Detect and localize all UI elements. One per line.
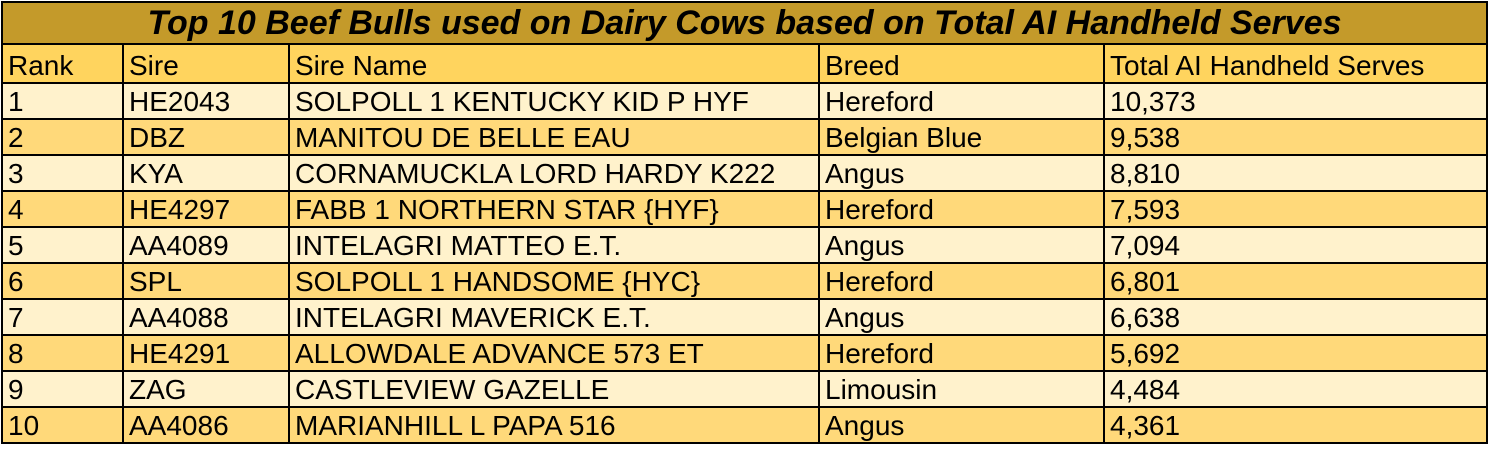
cell-sire: AA4086	[122, 406, 290, 444]
cell-breed: Limousin	[818, 370, 1105, 408]
header-sire: Sire	[122, 43, 290, 84]
cell-serves: 10,373	[1102, 82, 1489, 120]
table-row: 8 HE4291 ALLOWDALE ADVANCE 573 ET Herefo…	[1, 334, 1489, 372]
cell-serves: 6,801	[1102, 262, 1489, 300]
cell-breed: Hereford	[818, 190, 1105, 228]
table-row: 9 ZAG CASTLEVIEW GAZELLE Limousin 4,484	[1, 370, 1489, 408]
cell-sire: SPL	[122, 262, 290, 300]
cell-sire: KYA	[122, 154, 290, 192]
cell-rank: 2	[1, 118, 124, 156]
cell-serves: 4,361	[1102, 406, 1489, 444]
cell-serves: 9,538	[1102, 118, 1489, 156]
cell-sire: HE2043	[122, 82, 290, 120]
cell-rank: 5	[1, 226, 124, 264]
cell-sire: AA4088	[122, 298, 290, 336]
cell-breed: Angus	[818, 406, 1105, 444]
cell-serves: 6,638	[1102, 298, 1489, 336]
header-total-serves: Total AI Handheld Serves	[1102, 43, 1489, 84]
bulls-table-sheet: Top 10 Beef Bulls used on Dairy Cows bas…	[0, 1, 1489, 444]
table-row: 1 HE2043 SOLPOLL 1 KENTUCKY KID P HYF He…	[1, 82, 1489, 120]
cell-sire-name: MARIANHILL L PAPA 516	[288, 406, 820, 444]
bulls-table: Top 10 Beef Bulls used on Dairy Cows bas…	[0, 1, 1489, 444]
cell-sire-name: INTELAGRI MATTEO E.T.	[288, 226, 820, 264]
cell-breed: Hereford	[818, 334, 1105, 372]
cell-sire: ZAG	[122, 370, 290, 408]
cell-sire: HE4291	[122, 334, 290, 372]
cell-sire-name: CASTLEVIEW GAZELLE	[288, 370, 820, 408]
header-row: Rank Sire Sire Name Breed Total AI Handh…	[1, 43, 1489, 84]
cell-sire-name: CORNAMUCKLA LORD HARDY K222	[288, 154, 820, 192]
cell-sire-name: MANITOU DE BELLE EAU	[288, 118, 820, 156]
table-row: 7 AA4088 INTELAGRI MAVERICK E.T. Angus 6…	[1, 298, 1489, 336]
table-row: 2 DBZ MANITOU DE BELLE EAU Belgian Blue …	[1, 118, 1489, 156]
header-sire-name: Sire Name	[288, 43, 820, 84]
cell-rank: 9	[1, 370, 124, 408]
cell-serves: 4,484	[1102, 370, 1489, 408]
cell-rank: 6	[1, 262, 124, 300]
cell-breed: Angus	[818, 154, 1105, 192]
cell-sire-name: INTELAGRI MAVERICK E.T.	[288, 298, 820, 336]
table-row: 10 AA4086 MARIANHILL L PAPA 516 Angus 4,…	[1, 406, 1489, 444]
cell-sire-name: FABB 1 NORTHERN STAR {HYF}	[288, 190, 820, 228]
cell-sire: AA4089	[122, 226, 290, 264]
cell-serves: 7,094	[1102, 226, 1489, 264]
table-row: 3 KYA CORNAMUCKLA LORD HARDY K222 Angus …	[1, 154, 1489, 192]
cell-rank: 7	[1, 298, 124, 336]
header-rank: Rank	[1, 43, 124, 84]
cell-rank: 8	[1, 334, 124, 372]
cell-rank: 4	[1, 190, 124, 228]
table-row: 6 SPL SOLPOLL 1 HANDSOME {HYC} Hereford …	[1, 262, 1489, 300]
header-breed: Breed	[818, 43, 1105, 84]
cell-sire: DBZ	[122, 118, 290, 156]
cell-serves: 7,593	[1102, 190, 1489, 228]
cell-serves: 8,810	[1102, 154, 1489, 192]
cell-breed: Angus	[818, 226, 1105, 264]
cell-rank: 3	[1, 154, 124, 192]
cell-sire-name: SOLPOLL 1 HANDSOME {HYC}	[288, 262, 820, 300]
cell-sire-name: SOLPOLL 1 KENTUCKY KID P HYF	[288, 82, 820, 120]
cell-breed: Hereford	[818, 82, 1105, 120]
cell-breed: Belgian Blue	[818, 118, 1105, 156]
table-row: 5 AA4089 INTELAGRI MATTEO E.T. Angus 7,0…	[1, 226, 1489, 264]
cell-sire: HE4297	[122, 190, 290, 228]
cell-rank: 10	[1, 406, 124, 444]
table-title: Top 10 Beef Bulls used on Dairy Cows bas…	[0, 1, 1489, 45]
cell-sire-name: ALLOWDALE ADVANCE 573 ET	[288, 334, 820, 372]
cell-breed: Angus	[818, 298, 1105, 336]
cell-breed: Hereford	[818, 262, 1105, 300]
title-row: Top 10 Beef Bulls used on Dairy Cows bas…	[0, 1, 1489, 45]
table-row: 4 HE4297 FABB 1 NORTHERN STAR {HYF} Here…	[1, 190, 1489, 228]
cell-rank: 1	[1, 82, 124, 120]
cell-serves: 5,692	[1102, 334, 1489, 372]
